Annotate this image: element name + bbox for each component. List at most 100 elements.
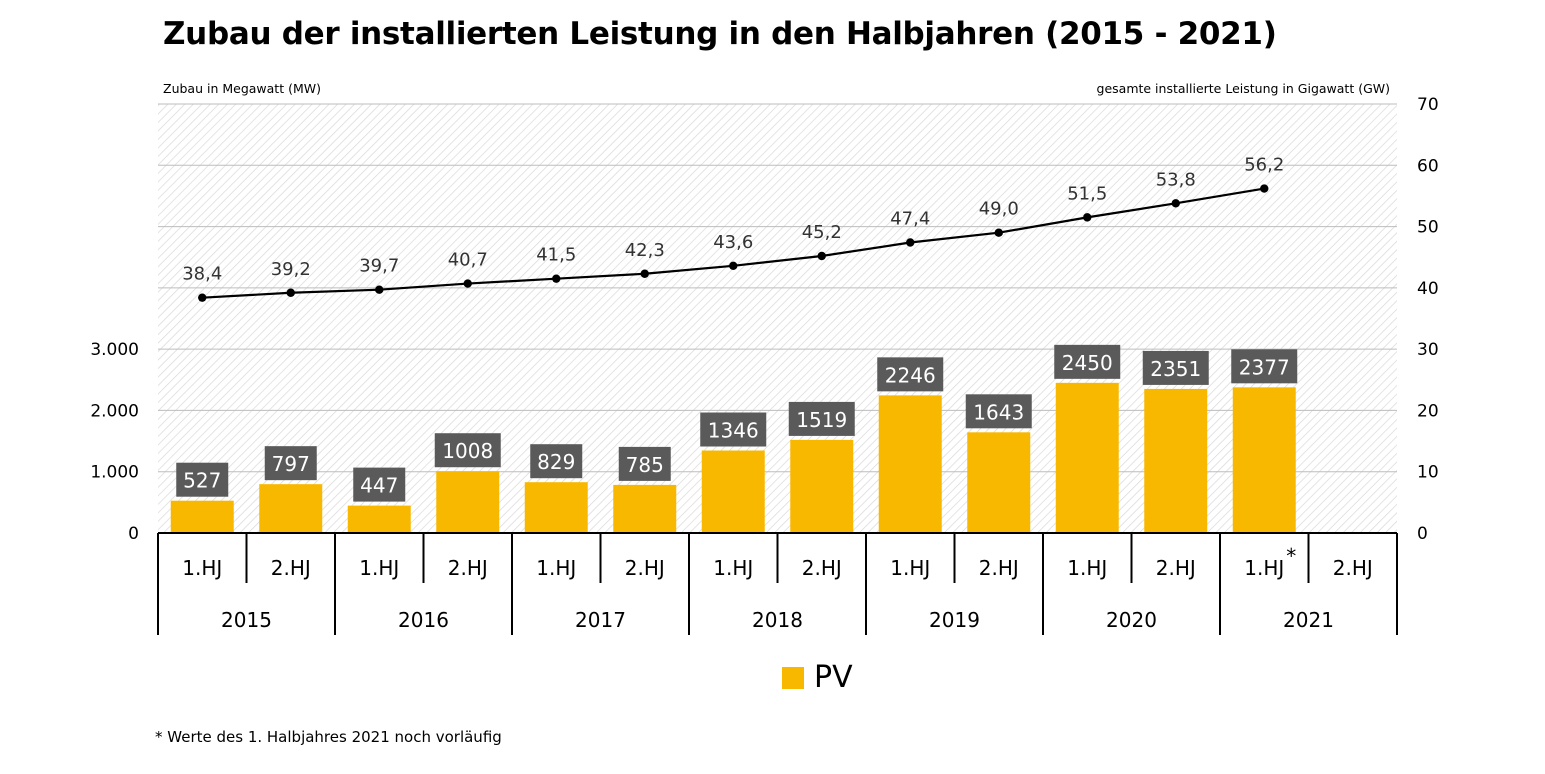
bar xyxy=(524,482,588,533)
legend: PV xyxy=(782,660,853,695)
year-label: 2017 xyxy=(575,608,626,632)
line-value-label: 40,7 xyxy=(448,250,488,271)
year-label: 2015 xyxy=(221,608,272,632)
right-tick-label: 10 xyxy=(1417,463,1439,483)
line-point xyxy=(906,238,915,247)
bar-series: 527 797 447 1008 829 785 1346 1519 2246 1643 2450 2… xyxy=(170,344,1298,533)
bar-value-label: 1519 xyxy=(796,408,847,432)
year-label: 2018 xyxy=(752,608,803,632)
bar-value-label: 527 xyxy=(183,469,221,493)
bar-value-label: 829 xyxy=(537,450,575,474)
x-tick-label: 1.HJ xyxy=(536,556,576,580)
x-tick-label: 2.HJ xyxy=(271,556,311,580)
right-tick-label: 30 xyxy=(1417,340,1439,360)
bar-value-label: 2246 xyxy=(885,363,936,387)
line-point xyxy=(994,228,1003,237)
left-axis-label: Zubau in Megawatt (MW) xyxy=(163,81,321,96)
bar-value-box xyxy=(530,444,583,479)
bar-value-box xyxy=(1054,344,1121,379)
bar-value-box xyxy=(434,433,501,468)
bar xyxy=(347,505,411,533)
bar-value-label: 797 xyxy=(272,452,310,476)
line-value-label: 41,5 xyxy=(536,245,576,266)
x-tick-label: 2.HJ xyxy=(625,556,665,580)
bar-value-label: 1643 xyxy=(973,400,1024,424)
bar-value-label: 447 xyxy=(360,474,398,498)
bar-value-label: 2450 xyxy=(1062,351,1113,375)
bar-value-box xyxy=(1231,349,1298,384)
plot-background xyxy=(158,104,1397,533)
line-point xyxy=(729,261,738,270)
axes: 0 10 20 30 40 50 60 70 0 1.000 2.000 3.000 1.HJ 2.HJ 1… xyxy=(90,95,1439,635)
bar-value-box xyxy=(353,467,406,502)
line-point xyxy=(640,269,649,278)
line-value-label: 51,5 xyxy=(1067,183,1107,204)
line-value-label: 43,6 xyxy=(713,232,753,253)
left-tick-label: 1.000 xyxy=(90,463,139,483)
x-tick-label: 1.HJ xyxy=(890,556,930,580)
bar xyxy=(790,439,854,533)
line-point xyxy=(1083,213,1092,222)
line-value-label: 42,3 xyxy=(625,240,665,261)
chart-title: Zubau der installierten Leistung in den … xyxy=(163,16,1277,52)
x-tick-mark: * xyxy=(1286,544,1296,568)
year-label: 2020 xyxy=(1106,608,1157,632)
x-tick-label: 2.HJ xyxy=(1156,556,1196,580)
line-value-label: 56,2 xyxy=(1244,155,1284,176)
gridlines xyxy=(158,103,1397,473)
x-tick-label: 1.HJ xyxy=(1067,556,1107,580)
line-value-label: 39,2 xyxy=(271,259,311,280)
line-series: 38,4 39,2 39,7 40,7 41,5 42,3 43,6 45,2 47,4 49,0… xyxy=(182,155,1284,302)
legend-label-pv: PV xyxy=(814,660,853,695)
x-tick-label: 1.HJ xyxy=(713,556,753,580)
line-point xyxy=(1260,184,1269,193)
line-point xyxy=(1171,199,1180,208)
right-axis-label: gesamte installierte Leistung in Gigawat… xyxy=(1096,81,1390,96)
bar xyxy=(878,395,942,533)
x-tick-label: 2.HJ xyxy=(1333,556,1373,580)
bar-value-box xyxy=(1142,350,1209,385)
line-value-label: 39,7 xyxy=(359,256,399,277)
line-point xyxy=(552,274,561,283)
x-tick-label: 2.HJ xyxy=(448,556,488,580)
right-tick-label: 40 xyxy=(1417,279,1439,299)
right-tick-label: 50 xyxy=(1417,218,1439,238)
line-point xyxy=(198,293,207,302)
bar xyxy=(613,484,677,533)
bar xyxy=(967,432,1031,533)
bar-value-box xyxy=(877,357,944,392)
bar-value-box xyxy=(788,401,855,436)
bar-value-label: 785 xyxy=(626,453,664,477)
line-value-label: 38,4 xyxy=(182,264,222,285)
bar xyxy=(170,500,234,533)
bar-value-box xyxy=(264,446,317,481)
right-tick-label: 70 xyxy=(1417,95,1439,115)
x-tick-label: 1.HJ xyxy=(359,556,399,580)
line-point xyxy=(286,288,295,297)
right-tick-label: 20 xyxy=(1417,401,1439,421)
legend-swatch-pv xyxy=(782,666,804,689)
bar-value-label: 2351 xyxy=(1150,357,1201,381)
line-value-label: 53,8 xyxy=(1156,169,1196,190)
bar xyxy=(436,471,500,533)
bar xyxy=(1055,382,1119,533)
bar xyxy=(259,484,323,533)
bar-value-label: 2377 xyxy=(1239,355,1290,379)
bar-value-box xyxy=(618,446,671,481)
x-tick-label: 2.HJ xyxy=(979,556,1019,580)
year-label: 2016 xyxy=(398,608,449,632)
left-tick-label: 0 xyxy=(128,524,139,544)
line-value-label: 45,2 xyxy=(802,222,842,243)
line-point xyxy=(463,279,472,288)
line-point xyxy=(817,251,826,261)
bar-value-box xyxy=(965,394,1032,429)
bar-value-box xyxy=(176,462,229,497)
right-tick-label: 0 xyxy=(1417,524,1428,544)
bar-value-label: 1008 xyxy=(442,439,493,463)
line-point xyxy=(375,285,384,294)
footnote: * Werte des 1. Halbjahres 2021 noch vorl… xyxy=(155,728,502,746)
year-label: 2021 xyxy=(1283,608,1334,632)
right-tick-label: 60 xyxy=(1417,156,1439,176)
bar-value-label: 1346 xyxy=(708,419,759,443)
